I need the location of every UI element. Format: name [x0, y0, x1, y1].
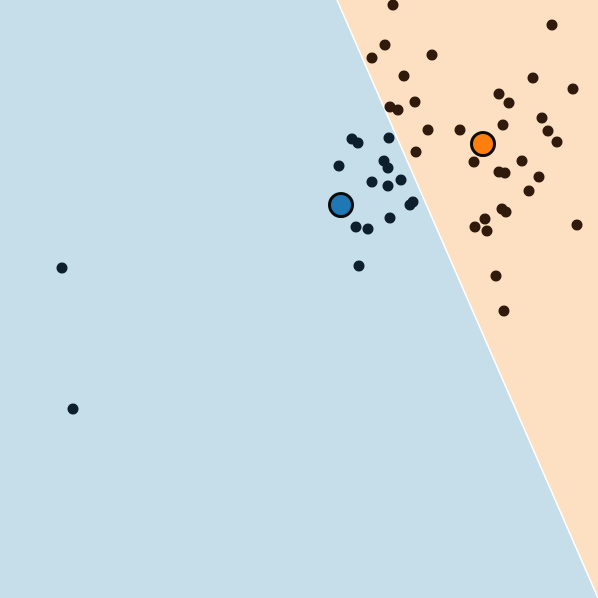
centroid-cluster-0 — [328, 192, 354, 218]
point-cluster-0-5 — [382, 162, 394, 174]
point-cluster-1-1 — [546, 19, 558, 31]
point-cluster-1-8 — [493, 88, 505, 100]
point-cluster-1-30 — [481, 225, 493, 237]
point-cluster-1-32 — [490, 270, 502, 282]
point-cluster-0-6 — [366, 176, 378, 188]
point-cluster-1-15 — [497, 119, 509, 131]
point-cluster-1-9 — [503, 97, 515, 109]
data-points — [56, 0, 583, 415]
cluster-centroids — [328, 131, 496, 218]
point-cluster-0-7 — [382, 180, 394, 192]
point-cluster-0-14 — [353, 260, 365, 272]
point-cluster-1-7 — [567, 83, 579, 95]
point-cluster-1-16 — [536, 112, 548, 124]
point-cluster-1-17 — [542, 125, 554, 137]
point-cluster-1-6 — [527, 72, 539, 84]
point-cluster-0-16 — [67, 403, 79, 415]
point-cluster-0-13 — [384, 212, 396, 224]
point-cluster-0-15 — [56, 262, 68, 274]
point-cluster-1-13 — [422, 124, 434, 136]
point-cluster-1-18 — [551, 136, 563, 148]
point-cluster-1-19 — [410, 146, 422, 158]
point-cluster-1-0 — [387, 0, 399, 11]
centroid-cluster-1 — [470, 131, 496, 157]
point-cluster-1-25 — [523, 185, 535, 197]
point-cluster-0-3 — [333, 160, 345, 172]
point-cluster-1-3 — [366, 52, 378, 64]
point-cluster-1-4 — [426, 49, 438, 61]
point-cluster-1-24 — [533, 171, 545, 183]
point-cluster-1-29 — [469, 221, 481, 233]
point-cluster-0-8 — [395, 174, 407, 186]
point-cluster-1-33 — [498, 305, 510, 317]
point-cluster-1-20 — [468, 156, 480, 168]
point-cluster-1-5 — [398, 70, 410, 82]
point-cluster-1-14 — [454, 124, 466, 136]
point-cluster-1-28 — [479, 213, 491, 225]
point-cluster-1-22 — [499, 167, 511, 179]
point-cluster-1-11 — [392, 104, 404, 116]
point-cluster-0-11 — [350, 221, 362, 233]
decision-boundary — [336, 0, 598, 598]
point-cluster-0-2 — [383, 132, 395, 144]
point-cluster-1-23 — [516, 155, 528, 167]
point-cluster-0-1 — [352, 137, 364, 149]
point-cluster-1-12 — [409, 96, 421, 108]
point-cluster-1-31 — [571, 219, 583, 231]
point-cluster-1-2 — [379, 39, 391, 51]
point-cluster-1-27 — [500, 206, 512, 218]
point-cluster-0-10 — [404, 199, 416, 211]
point-cluster-0-12 — [362, 223, 374, 235]
